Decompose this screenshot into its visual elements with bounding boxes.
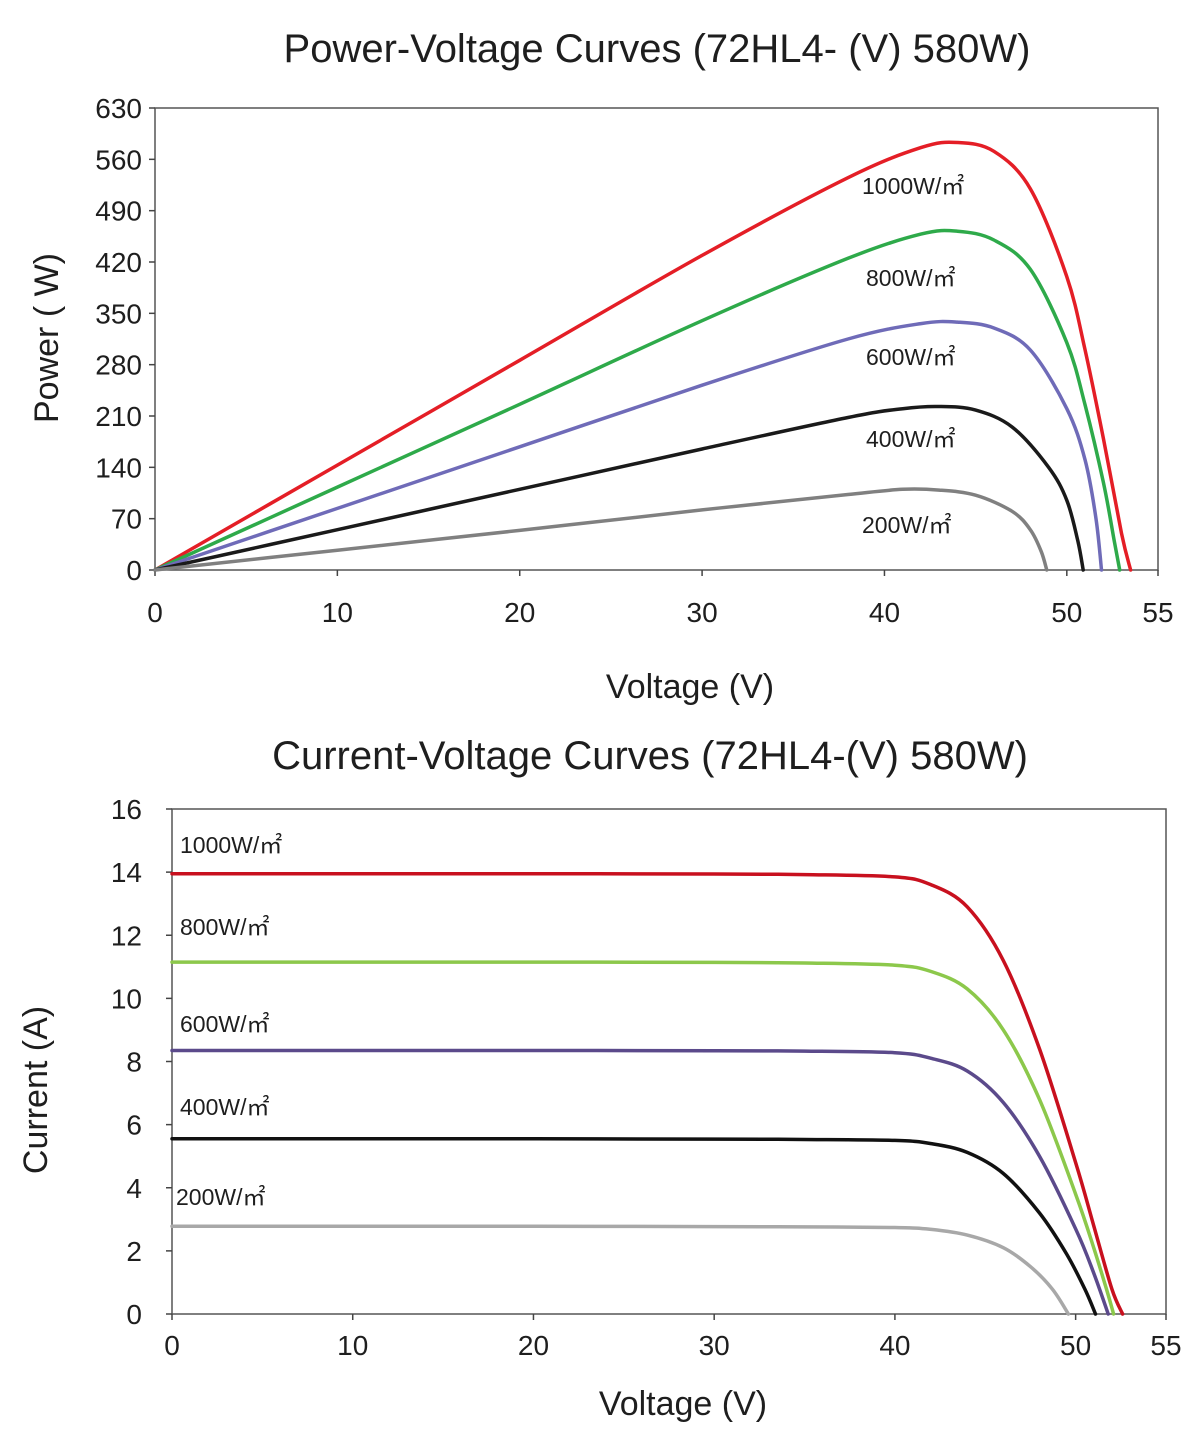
y-tick-label: 210	[95, 401, 142, 432]
y-tick-label: 4	[126, 1173, 142, 1204]
x-tick-label: 30	[699, 1330, 730, 1361]
y-tick-label: 14	[111, 857, 142, 888]
y-tick-label: 70	[111, 504, 142, 535]
series-line-1000w	[170, 871, 1125, 1316]
y-tick-label: 6	[126, 1110, 142, 1141]
x-tick-label: 40	[869, 597, 900, 628]
series-label: 800W/㎡	[180, 914, 269, 940]
series-line-600w	[170, 1048, 1110, 1316]
series-line-400w	[170, 1137, 1098, 1316]
current-voltage-chart: Current-Voltage Curves (72HL4-(V) 580W) …	[0, 725, 1200, 1440]
power-voltage-chart-svg: Power-Voltage Curves (72HL4- (V) 580W) V…	[28, 27, 1174, 706]
x-tick-label: 20	[504, 597, 535, 628]
x-axis-label: Voltage (V)	[599, 1385, 767, 1423]
x-tick-label: 40	[879, 1330, 910, 1361]
series-label: 800W/㎡	[866, 265, 955, 291]
series-label: 200W/㎡	[862, 512, 951, 538]
series-line-400w	[153, 404, 1085, 572]
x-tick-label: 55	[1150, 1330, 1181, 1361]
chart-title: Power-Voltage Curves (72HL4- (V) 580W)	[284, 27, 1031, 71]
x-tick-label: 50	[1060, 1330, 1091, 1361]
y-tick-label: 630	[95, 93, 142, 124]
series-label: 400W/㎡	[866, 426, 955, 452]
x-axis-label: Voltage (V)	[606, 668, 774, 706]
series-line-800w	[170, 960, 1116, 1316]
series-label: 1000W/㎡	[180, 832, 282, 858]
series-label: 1000W/㎡	[862, 173, 964, 199]
x-tick-label: 30	[687, 597, 718, 628]
series-line-1000w	[153, 140, 1133, 572]
series-line-600w	[153, 319, 1104, 572]
y-tick-label: 8	[126, 1047, 142, 1078]
y-tick-label: 16	[111, 794, 142, 825]
series-line-200w	[153, 487, 1049, 572]
y-tick-label: 2	[126, 1236, 142, 1267]
y-tick-label: 280	[95, 350, 142, 381]
series-label: 200W/㎡	[176, 1184, 265, 1210]
series-label: 600W/㎡	[866, 344, 955, 370]
y-tick-label: 0	[126, 555, 142, 586]
y-tick-label: 10	[111, 983, 142, 1014]
series-label: 400W/㎡	[180, 1094, 269, 1120]
y-tick-label: 490	[95, 196, 142, 227]
x-tick-label: 0	[147, 597, 163, 628]
current-voltage-chart-svg: Current-Voltage Curves (72HL4-(V) 580W) …	[17, 734, 1182, 1423]
plot-frame	[171, 808, 1167, 1315]
series-label: 600W/㎡	[180, 1011, 269, 1037]
y-tick-label: 0	[126, 1299, 142, 1330]
y-tick-label: 420	[95, 247, 142, 278]
x-tick-label: 50	[1051, 597, 1082, 628]
x-tick-label: 10	[322, 597, 353, 628]
series-line-200w	[170, 1224, 1071, 1316]
series-line-800w	[153, 228, 1122, 572]
y-axis-label: Current (A)	[17, 1006, 55, 1174]
y-tick-label: 12	[111, 920, 142, 951]
x-tick-label: 20	[518, 1330, 549, 1361]
chart-title: Current-Voltage Curves (72HL4-(V) 580W)	[272, 734, 1028, 778]
y-axis-label: Power ( W)	[28, 253, 66, 423]
power-voltage-chart: Power-Voltage Curves (72HL4- (V) 580W) V…	[0, 0, 1200, 710]
y-tick-label: 350	[95, 298, 142, 329]
plot-frame	[154, 107, 1159, 571]
y-tick-label: 560	[95, 144, 142, 175]
x-tick-label: 0	[164, 1330, 180, 1361]
x-tick-label: 10	[337, 1330, 368, 1361]
y-tick-label: 140	[95, 452, 142, 483]
x-tick-label: 55	[1142, 597, 1173, 628]
